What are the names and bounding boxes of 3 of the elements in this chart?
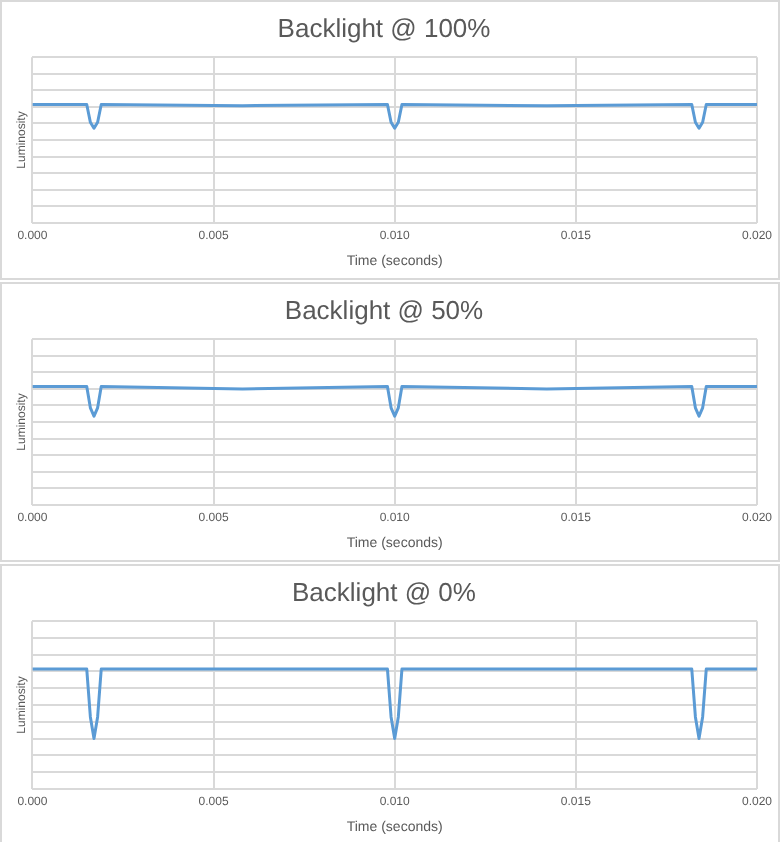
chart-title: Backlight @ 100%	[277, 12, 492, 43]
chart-title: Backlight @ 50%	[284, 294, 485, 325]
chart-title: Backlight @ 0%	[292, 576, 477, 607]
